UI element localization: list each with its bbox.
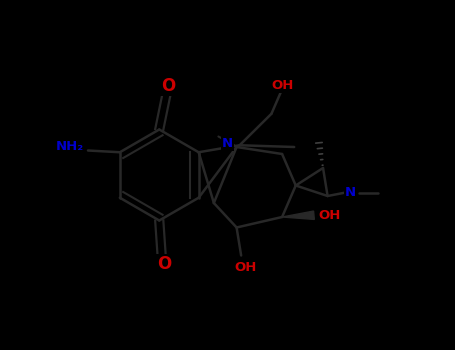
Text: OH: OH	[272, 79, 294, 92]
Text: O: O	[157, 255, 171, 273]
Text: OH: OH	[318, 209, 341, 222]
Text: O: O	[161, 77, 176, 95]
Text: NH₂: NH₂	[56, 140, 84, 154]
Text: N: N	[345, 186, 356, 199]
Polygon shape	[282, 211, 314, 219]
Text: N: N	[222, 137, 233, 150]
Text: OH: OH	[234, 261, 257, 274]
